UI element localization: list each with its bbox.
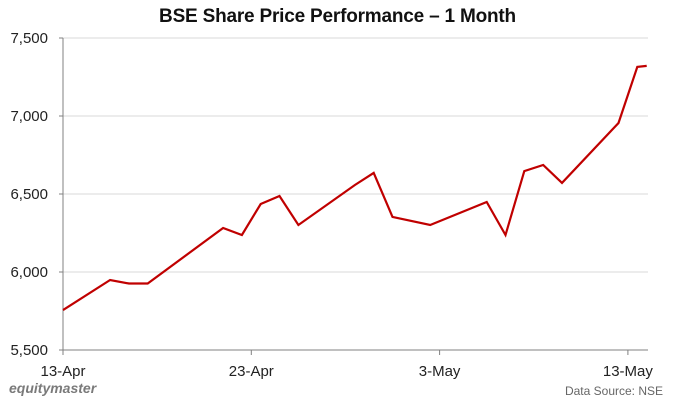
x-tick-label: 23-Apr [229, 363, 274, 380]
equitymaster-logo: equitymaster [9, 380, 97, 396]
chart-title: BSE Share Price Performance – 1 Month [159, 6, 516, 27]
data-source-note: Data Source: NSE [564, 384, 663, 398]
axes [59, 37, 648, 355]
x-tick-label: 13-Apr [40, 363, 85, 380]
x-axis-labels: 13-Apr 23-Apr 3-May 13-May [40, 363, 653, 380]
x-tick-label: 13-May [603, 363, 654, 380]
price-line [62, 64, 647, 312]
y-tick-label: 7,000 [10, 108, 48, 125]
x-tick-label: 3-May [419, 363, 461, 380]
y-tick-label: 6,000 [10, 264, 48, 281]
gridlines [63, 37, 648, 273]
y-tick-label: 5,500 [10, 342, 48, 359]
y-axis-labels: 5,500 6,000 6,500 7,000 7,500 [10, 30, 48, 359]
y-tick-label: 7,500 [10, 30, 48, 47]
y-tick-label: 6,500 [10, 186, 48, 203]
